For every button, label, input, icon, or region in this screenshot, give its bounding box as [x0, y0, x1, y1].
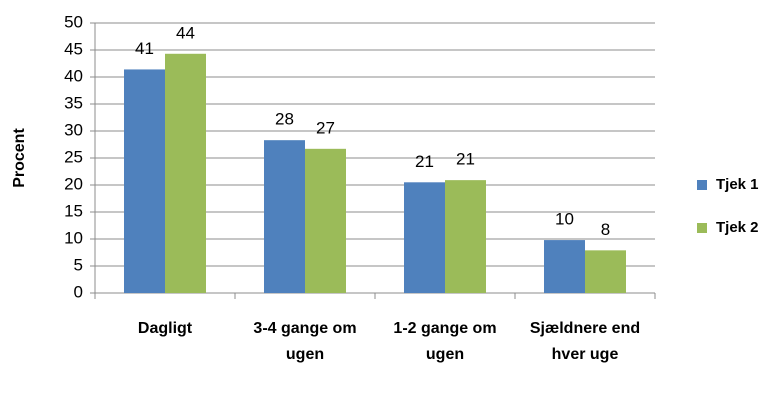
- data-label: 28: [275, 110, 294, 129]
- y-tick-label: 25: [64, 147, 83, 166]
- bar: [544, 240, 585, 293]
- bar: [165, 53, 206, 293]
- data-label: 41: [135, 39, 154, 58]
- y-tick-label: 40: [64, 66, 83, 85]
- y-tick-label: 30: [64, 120, 83, 139]
- legend-swatch: [697, 180, 707, 190]
- y-tick-label: 45: [64, 39, 83, 58]
- bar: [445, 180, 486, 293]
- y-tick-label: 0: [74, 282, 83, 301]
- y-tick-label: 15: [64, 201, 83, 220]
- data-label: 10: [555, 210, 574, 229]
- x-tick-label: 3-4 gange om ugen: [253, 320, 357, 363]
- bar: [124, 69, 165, 293]
- legend-swatch: [697, 223, 707, 233]
- bar: [404, 182, 445, 293]
- y-axis-label: Procent: [11, 128, 28, 188]
- bar: [264, 140, 305, 293]
- legend-label: Tjek 1: [716, 176, 759, 193]
- legend-label: Tjek 2: [716, 219, 759, 236]
- y-tick-label: 10: [64, 228, 83, 247]
- y-tick-label: 5: [74, 255, 83, 274]
- x-tick-label: Sjældnere end hver uge: [529, 320, 641, 363]
- x-tick-label: 1-2 gange om ugen: [393, 320, 497, 363]
- bar: [305, 148, 346, 293]
- bar: [585, 250, 626, 293]
- data-label: 44: [176, 23, 195, 42]
- data-label: 8: [601, 220, 610, 239]
- x-tick-label: Dagligt: [137, 320, 193, 337]
- y-tick-label: 50: [64, 12, 83, 31]
- y-tick-label: 35: [64, 93, 83, 112]
- y-tick-label: 20: [64, 174, 83, 193]
- data-label: 21: [415, 152, 434, 171]
- data-label: 21: [456, 150, 475, 169]
- data-label: 27: [316, 118, 335, 137]
